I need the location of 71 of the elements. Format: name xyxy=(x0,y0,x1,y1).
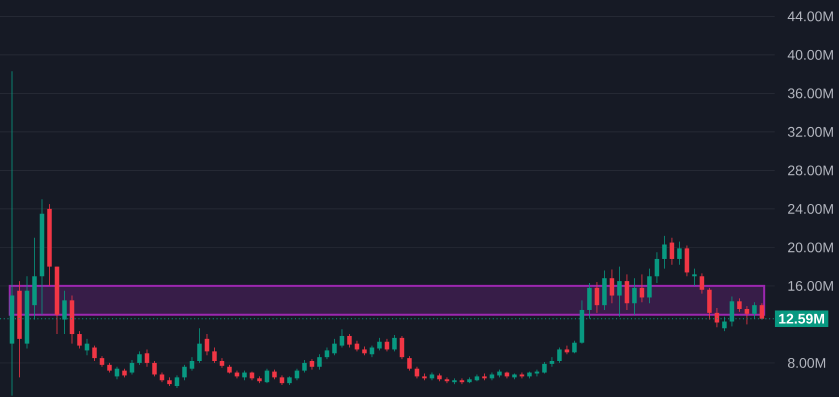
candlestick xyxy=(572,340,577,354)
y-tick-label: 8.00M xyxy=(788,358,826,368)
candlestick xyxy=(144,349,150,368)
candlestick xyxy=(190,356,194,372)
candlestick xyxy=(647,268,652,304)
candlestick xyxy=(114,366,120,380)
candlestick xyxy=(310,358,314,370)
candlestick xyxy=(182,364,187,381)
candlestick xyxy=(407,356,412,372)
candlestick xyxy=(700,272,704,294)
ref-line-label: 12.59M xyxy=(779,314,824,324)
candlestick xyxy=(152,360,157,377)
y-tick-label: 44.00M xyxy=(788,11,833,22)
candlestick xyxy=(107,362,112,373)
candlestick xyxy=(197,328,202,364)
candlestick xyxy=(400,336,404,360)
candlestick xyxy=(347,334,352,348)
candlestick xyxy=(737,298,742,312)
candlestick xyxy=(482,373,487,381)
candlestick xyxy=(610,269,614,304)
candlestick xyxy=(377,337,382,351)
y-tick-label: 36.00M xyxy=(788,88,833,98)
candlestick xyxy=(670,237,674,266)
candlestick xyxy=(137,350,142,366)
candlestick xyxy=(534,369,540,377)
candlestick xyxy=(707,287,712,320)
candlestick xyxy=(692,268,697,286)
candlestick xyxy=(422,373,427,381)
candlestick xyxy=(677,241,682,266)
candlestick xyxy=(264,368,270,384)
candlestick xyxy=(662,235,667,269)
y-tick-label: 16.00M xyxy=(788,280,833,291)
candlestick xyxy=(294,368,300,381)
candlestick xyxy=(370,345,374,358)
candlestick xyxy=(130,360,134,375)
candlestick xyxy=(640,274,644,303)
y-tick-label: 28.00M xyxy=(788,165,833,176)
candlestick xyxy=(654,252,660,284)
candlestick xyxy=(557,347,562,364)
candlestick xyxy=(272,369,277,380)
candlestick xyxy=(212,347,217,364)
candlestick xyxy=(324,347,330,360)
candlestick xyxy=(384,338,390,352)
candlestick xyxy=(220,358,224,368)
candlestick xyxy=(332,338,337,356)
candlestick xyxy=(714,308,720,328)
candlestick xyxy=(744,306,750,325)
candlestick xyxy=(302,360,307,373)
candlestick xyxy=(160,372,164,383)
candlestick xyxy=(84,338,90,356)
candlestick xyxy=(317,354,322,370)
candlestick xyxy=(92,345,97,362)
y-tick-label: 40.00M xyxy=(788,50,833,60)
candlestick xyxy=(340,328,344,348)
candlestick xyxy=(624,274,630,310)
candlestick xyxy=(280,375,284,386)
candlestick xyxy=(550,356,554,368)
candlestick xyxy=(242,370,247,381)
candlestick xyxy=(594,282,600,314)
candlestick xyxy=(414,366,420,379)
candlestick xyxy=(174,375,180,388)
y-tick-label: 24.00M xyxy=(788,204,833,214)
candlestick xyxy=(204,334,210,356)
candlestick xyxy=(354,340,360,352)
candlestick xyxy=(542,362,547,374)
candlestick xyxy=(632,278,637,316)
y-tick-label: 32.00M xyxy=(788,126,833,137)
y-tick-label: 20.00M xyxy=(788,242,833,252)
candlestick xyxy=(392,334,397,352)
candlestick xyxy=(100,356,104,368)
candlestick xyxy=(77,330,82,349)
